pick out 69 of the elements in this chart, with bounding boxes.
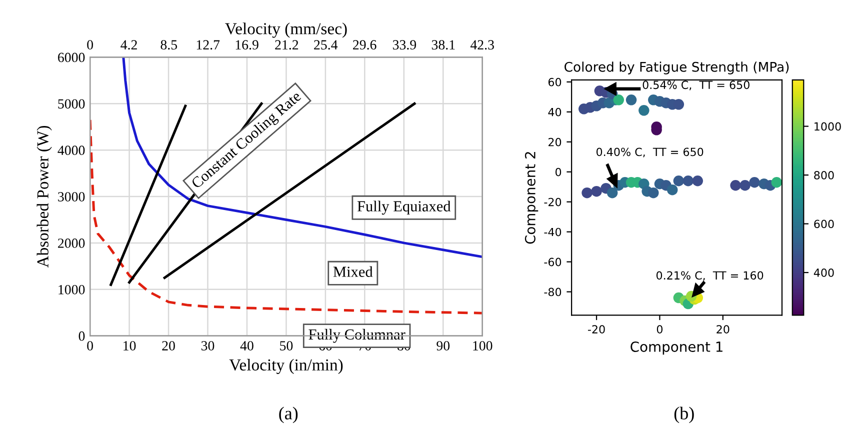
- y-tick-label: -40: [544, 228, 562, 236]
- point: [692, 175, 704, 186]
- text: (b): [674, 406, 694, 424]
- y-tick-label: -20: [544, 198, 562, 206]
- y-tick-label: 5000: [58, 99, 85, 109]
- x2-tick-label: 4.2: [120, 40, 137, 50]
- x-tick-label: 40: [240, 341, 254, 350]
- text: (a): [279, 406, 298, 424]
- point: [730, 180, 741, 191]
- line-series: [122, 57, 482, 258]
- x-tick-label: 20: [716, 325, 730, 334]
- y-axis-title: Absorbed Power (W): [36, 126, 52, 268]
- x-tick-label: -20: [588, 325, 605, 334]
- point: [749, 176, 760, 188]
- point: [606, 187, 618, 198]
- annotation: 0.54% C, TT = 650: [642, 80, 750, 90]
- point: [666, 184, 678, 196]
- x2-tick-label: 42.3: [470, 40, 494, 50]
- y-tick-label: 6000: [58, 52, 85, 62]
- x2-axis-title: Velocity (mm/sec): [225, 22, 347, 38]
- x2-tick-label: 25.4: [314, 40, 338, 50]
- point: [673, 175, 684, 186]
- y-tick-label: -60: [544, 258, 562, 266]
- point: [648, 187, 659, 198]
- point: [626, 94, 637, 106]
- x-axis-title: Velocity (in/min): [229, 358, 343, 374]
- x-tick-label: 30: [201, 341, 214, 350]
- y-tick-label: 2000: [58, 238, 85, 248]
- x2-tick-label: 33.9: [392, 40, 416, 50]
- y-axis-title: Component 2: [524, 152, 538, 244]
- x-tick-label: 90: [436, 341, 450, 350]
- y-tick-label: 20: [548, 138, 562, 146]
- chart-title: Colored by Fatigue Strength (MPa): [564, 62, 789, 74]
- annotation: 0.40% C, TT = 650: [596, 148, 704, 158]
- annotation: Mixed: [333, 266, 373, 277]
- x-tick-label: 10: [124, 341, 136, 350]
- point: [682, 175, 694, 186]
- y-tick-label: 3000: [58, 192, 85, 202]
- x2-tick-label: 21.2: [275, 40, 298, 50]
- point: [771, 176, 782, 188]
- annotation: Fully Equiaxed: [357, 200, 451, 215]
- point: [638, 105, 650, 116]
- x2-tick-label: 38.1: [432, 40, 455, 50]
- x2-tick-label: 8.5: [160, 40, 178, 50]
- x2-tick-label: 16.9: [236, 40, 258, 50]
- color-bar-label: 800: [814, 171, 834, 180]
- x-tick-label: 0: [656, 325, 663, 334]
- color-bar-label: 1000: [814, 122, 841, 131]
- annotation: 0.21% C, TT = 160: [656, 271, 764, 281]
- y-tick-label: -80: [544, 288, 562, 296]
- x2-tick-label: 12.7: [196, 40, 220, 50]
- point: [613, 94, 624, 106]
- x-tick-label: 20: [162, 341, 175, 350]
- x-tick-label: 0: [87, 341, 94, 350]
- y-tick-label: 4000: [58, 146, 85, 156]
- y-tick-label: 0: [556, 168, 562, 176]
- y-tick-label: 60: [548, 78, 562, 86]
- x-tick-label: 50: [280, 341, 293, 350]
- y-tick-label: 1000: [58, 284, 85, 294]
- x-tick-label: 100: [473, 341, 492, 350]
- point: [591, 186, 602, 197]
- color-bar-label: 400: [814, 268, 834, 277]
- x-axis-title: Component 1: [630, 341, 722, 355]
- point: [582, 187, 592, 198]
- point: [740, 180, 750, 191]
- x2-tick-label: 29.6: [353, 40, 376, 50]
- y-tick-label: 40: [548, 108, 562, 116]
- x2-tick-label: 0: [87, 40, 94, 50]
- color-bar-label: 600: [814, 220, 834, 228]
